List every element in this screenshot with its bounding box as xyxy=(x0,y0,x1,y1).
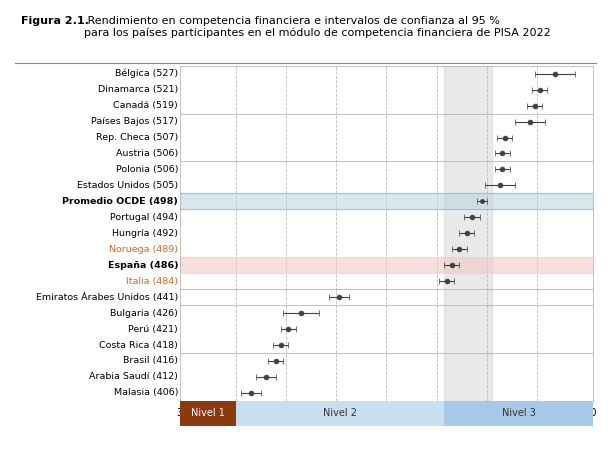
Bar xyxy=(444,401,593,426)
Text: Perú (421): Perú (421) xyxy=(128,324,178,333)
Text: Estados Unidos (505): Estados Unidos (505) xyxy=(77,181,178,190)
Text: Rep. Checa (507): Rep. Checa (507) xyxy=(96,133,178,142)
Bar xyxy=(180,193,593,209)
Text: Arabia Saudí (412): Arabia Saudí (412) xyxy=(89,372,178,381)
Bar xyxy=(180,401,236,426)
Text: Nivel 3: Nivel 3 xyxy=(502,408,535,419)
Text: Emiratos Árabes Unidos (441): Emiratos Árabes Unidos (441) xyxy=(36,292,178,302)
Text: Bulgaria (426): Bulgaria (426) xyxy=(111,308,178,318)
Text: Rendimiento en competencia financiera e intervalos de confianza al 95 %
para los: Rendimiento en competencia financiera e … xyxy=(84,16,551,38)
Text: Promedio OCDE (498): Promedio OCDE (498) xyxy=(62,197,178,206)
Text: Nivel 2: Nivel 2 xyxy=(323,408,357,419)
Text: Brasil (416): Brasil (416) xyxy=(123,357,178,366)
Text: Canadá (519): Canadá (519) xyxy=(114,101,178,110)
Text: Italia (484): Italia (484) xyxy=(126,277,178,286)
Text: España (486): España (486) xyxy=(108,261,178,270)
Bar xyxy=(180,257,593,273)
Text: Bélgica (527): Bélgica (527) xyxy=(115,69,178,78)
Text: Noruega (489): Noruega (489) xyxy=(109,245,178,254)
Text: Nivel 1: Nivel 1 xyxy=(191,408,225,419)
Text: Costa Rica (418): Costa Rica (418) xyxy=(100,341,178,350)
Text: Portugal (494): Portugal (494) xyxy=(111,213,178,222)
Bar xyxy=(444,66,492,401)
Text: Austria (506): Austria (506) xyxy=(116,149,178,158)
Text: Hungría (492): Hungría (492) xyxy=(112,229,178,238)
Text: Malasia (406): Malasia (406) xyxy=(114,388,178,397)
Text: Polonia (506): Polonia (506) xyxy=(115,165,178,174)
Text: Figura 2.1.: Figura 2.1. xyxy=(21,16,89,26)
Text: Dinamarca (521): Dinamarca (521) xyxy=(98,85,178,94)
Text: Países Bajos (517): Países Bajos (517) xyxy=(91,117,178,126)
Bar xyxy=(236,401,444,426)
